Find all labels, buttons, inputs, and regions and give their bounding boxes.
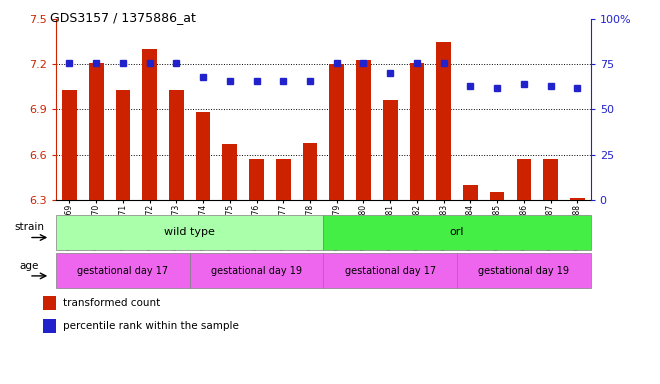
Bar [543,159,558,200]
Bar [383,100,397,200]
Bar [222,144,237,200]
Text: gestational day 19: gestational day 19 [478,266,570,276]
Bar [410,63,424,200]
Text: gestational day 17: gestational day 17 [77,266,168,276]
Text: orl: orl [450,227,464,237]
Text: transformed count: transformed count [63,298,160,308]
Text: gestational day 17: gestational day 17 [345,266,436,276]
Bar [143,49,157,200]
Bar [276,159,290,200]
Text: age: age [19,260,39,271]
Bar [89,63,104,200]
Text: percentile rank within the sample: percentile rank within the sample [63,321,238,331]
Text: wild type: wild type [164,227,215,237]
Bar [517,159,531,200]
Bar [43,296,56,310]
Bar [570,198,585,200]
Text: gestational day 19: gestational day 19 [211,266,302,276]
Bar [115,90,130,200]
Bar [43,319,56,333]
Bar [303,142,317,200]
Bar [436,42,451,200]
Bar [463,185,478,200]
Text: strain: strain [14,222,44,232]
Bar [249,159,264,200]
Text: GDS3157 / 1375886_at: GDS3157 / 1375886_at [50,12,195,25]
Bar [356,60,371,200]
Bar [490,192,504,200]
Bar [62,90,77,200]
Bar [329,64,344,200]
Bar [169,90,183,200]
Bar [196,113,211,200]
